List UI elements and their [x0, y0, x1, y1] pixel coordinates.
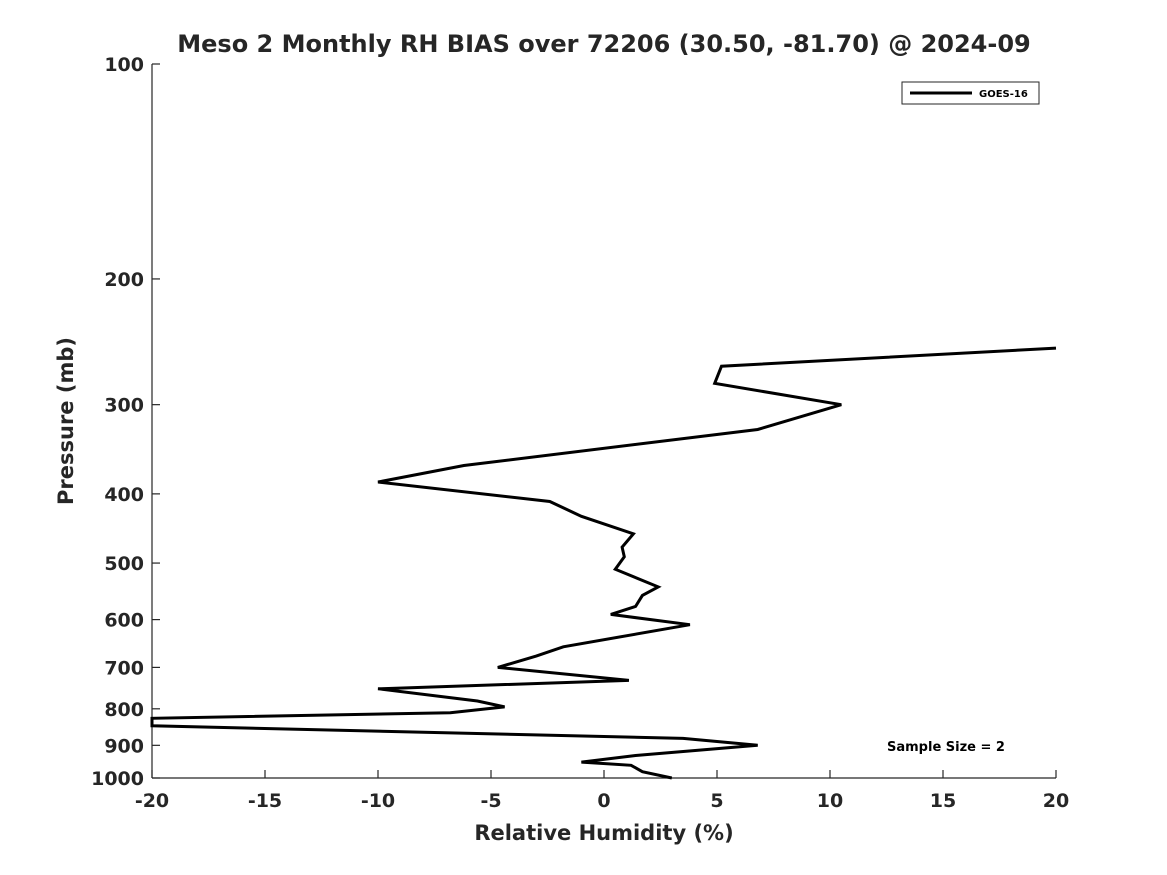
y-tick-label: 800: [104, 699, 144, 721]
x-tick-label: 20: [1043, 790, 1069, 812]
plot-area: -20 -15 -10 -5 0 5 10 15 20 100 200 300 400 500 600 70…: [91, 54, 1069, 812]
sample-size-annotation: Sample Size = 2: [887, 740, 1005, 755]
x-tick-label: 10: [817, 790, 843, 812]
x-ticks: -20 -15 -10 -5 0 5 10 15 20: [135, 770, 1069, 812]
y-tick-label: 400: [104, 484, 144, 506]
y-tick-label: 1000: [91, 768, 144, 790]
legend: GOES-16: [901, 81, 1040, 105]
y-tick-label: 100: [104, 54, 144, 76]
y-tick-label: 300: [104, 395, 144, 417]
series-line-goes-16: [150, 346, 1057, 780]
y-axis-label: Pressure (mb): [54, 337, 78, 505]
x-tick-label: 5: [710, 790, 723, 812]
x-tick-label: -20: [135, 790, 169, 812]
y-tick-label: 700: [104, 657, 144, 679]
y-tick-label: 600: [104, 610, 144, 632]
series-group: [150, 346, 1057, 780]
y-tick-label: 900: [104, 735, 144, 757]
x-tick-label: -15: [248, 790, 282, 812]
x-tick-label: -10: [361, 790, 395, 812]
legend-label-goes-16: GOES-16: [979, 89, 1028, 100]
y-tick-label: 200: [104, 269, 144, 291]
x-axis-label: Relative Humidity (%): [474, 821, 733, 845]
x-tick-label: -5: [480, 790, 501, 812]
chart-title: Meso 2 Monthly RH BIAS over 72206 (30.50…: [177, 30, 1030, 58]
y-tick-label: 500: [104, 553, 144, 575]
x-tick-label: 15: [930, 790, 956, 812]
y-ticks: 100 200 300 400 500 600 700 800 900 1000: [91, 54, 160, 790]
x-tick-label: 0: [597, 790, 610, 812]
